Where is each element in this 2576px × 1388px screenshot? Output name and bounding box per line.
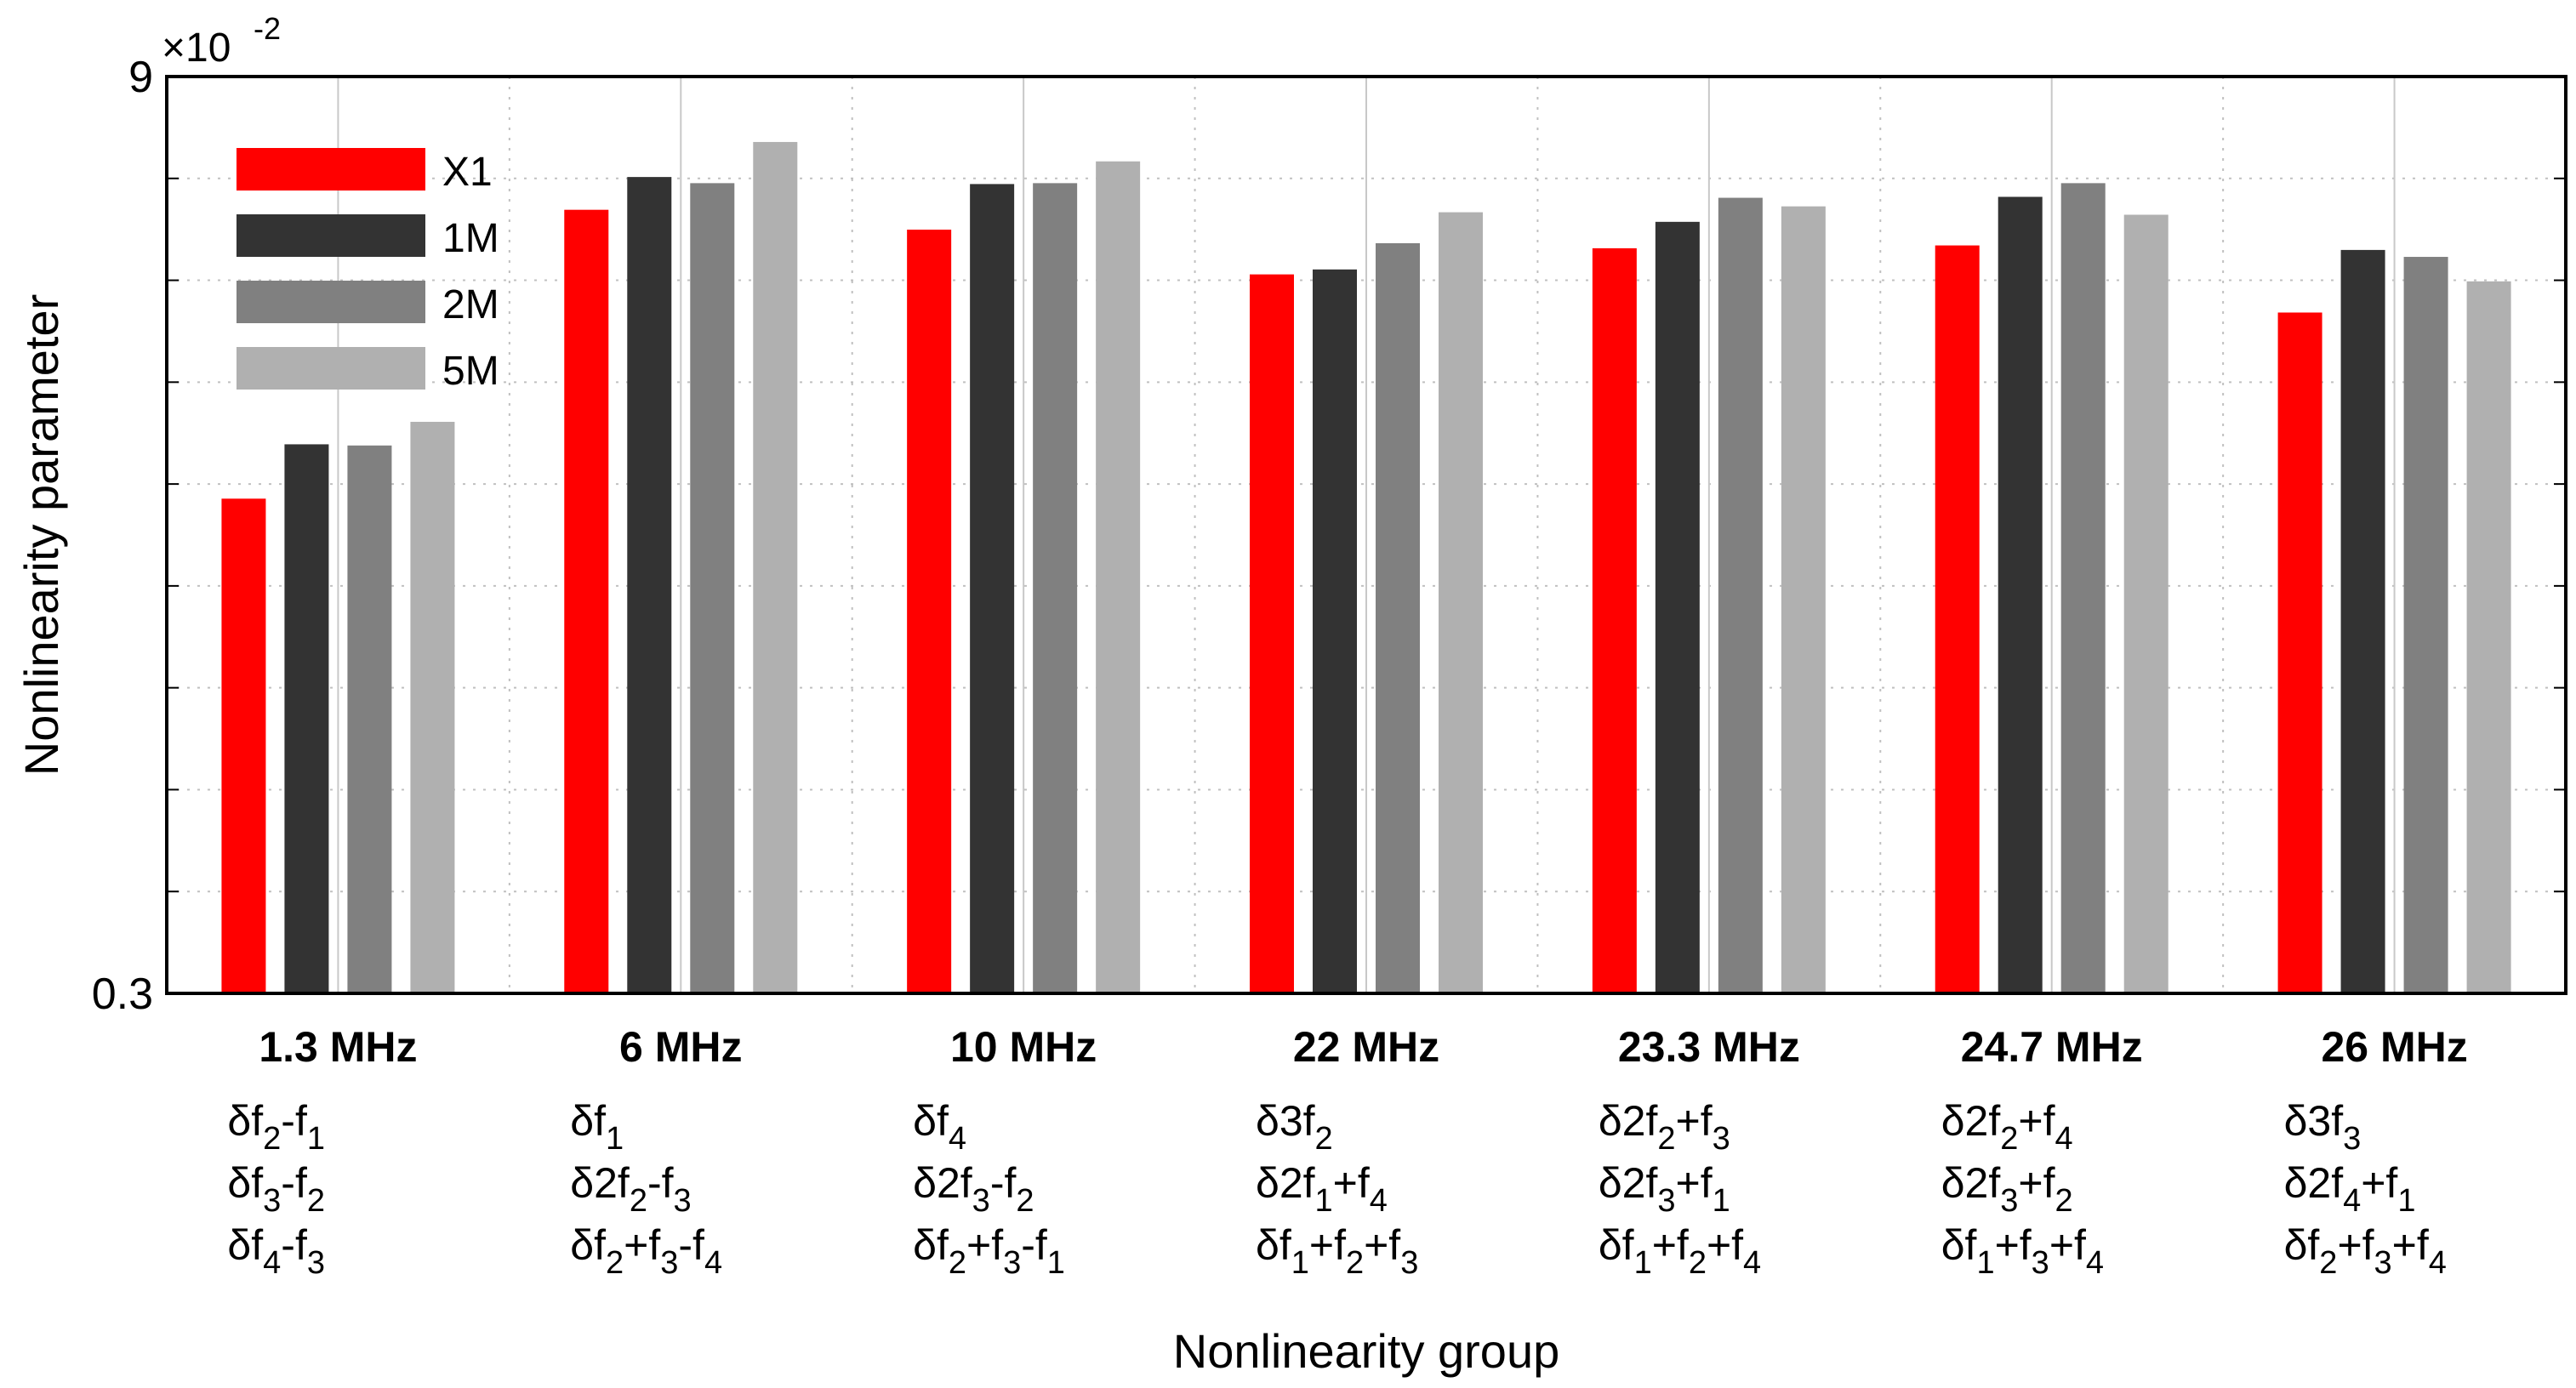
bar-1M-1 <box>627 177 672 993</box>
bar-1M-3 <box>1313 269 1357 993</box>
bar-1M-4 <box>1655 221 1700 993</box>
bar-X1-3 <box>1250 274 1294 993</box>
x-tick-label: 23.3 MHz <box>1618 1023 1800 1071</box>
legend-swatch-5M <box>237 347 425 390</box>
legend-swatch-1M <box>237 214 425 257</box>
y-exponent-base: ×10 <box>162 26 231 71</box>
x-tick-label: 26 MHz <box>2321 1023 2467 1071</box>
component-label: δf1​+f3​+f4​ <box>1941 1221 2104 1281</box>
bar-2M-1 <box>690 183 735 993</box>
y-tick-label: 0.3 <box>92 970 153 1019</box>
component-label: δ2f4​+f1​ <box>2284 1159 2416 1219</box>
legend-swatch-X1 <box>237 148 425 191</box>
bar-X1-1 <box>564 209 609 993</box>
bar-2M-2 <box>1033 183 1078 993</box>
y-ticks <box>167 177 2566 893</box>
component-label: δf1​+f2​+f3​ <box>1256 1221 1418 1281</box>
x-axis-label: Nonlinearity group <box>1173 1324 1559 1378</box>
bars <box>221 141 2511 994</box>
plot-frame <box>165 75 2567 995</box>
bar-5M-1 <box>753 141 798 993</box>
bar-1M-0 <box>284 444 329 993</box>
component-label: δf1​ <box>570 1097 624 1157</box>
component-label: δ2f2​-f3​ <box>570 1159 691 1219</box>
bar-X1-2 <box>907 230 952 993</box>
component-label: δ3f2​ <box>1256 1097 1333 1157</box>
bar-2M-4 <box>1718 197 1763 993</box>
bar-5M-4 <box>1781 206 1826 994</box>
y-tick-label: 9 <box>128 53 153 102</box>
component-label: δf4​ <box>913 1097 966 1157</box>
bar-2M-5 <box>2060 183 2106 993</box>
component-label: δ2f3​+f2​ <box>1941 1159 2073 1219</box>
y-exponent-power: -2 <box>254 11 281 46</box>
component-label: δ2f3​-f2​ <box>913 1159 1034 1219</box>
bar-5M-0 <box>410 421 455 993</box>
bar-1M-5 <box>1998 196 2043 993</box>
bar-X1-4 <box>1592 247 1637 993</box>
y-tick-labels: 0.39 <box>92 53 153 1019</box>
legend-swatch-2M <box>237 281 425 323</box>
bar-X1-6 <box>2277 312 2322 993</box>
x-tick-label: 10 MHz <box>950 1023 1097 1071</box>
legend-label: 2M <box>442 282 499 327</box>
component-label: δ2f1​+f4​ <box>1256 1159 1388 1219</box>
component-label: δf1​+f2​+f4​ <box>1599 1221 1761 1281</box>
legend-label: X1 <box>442 150 493 195</box>
bar-X1-5 <box>1935 245 1980 993</box>
component-label: δ2f2​+f3​ <box>1599 1097 1730 1157</box>
bar-X1-0 <box>221 498 266 993</box>
bar-2M-3 <box>1376 242 1420 993</box>
component-label: δf4​-f3​ <box>227 1221 325 1281</box>
component-label: δf2​+f3​-f4​ <box>570 1221 722 1281</box>
x-category-labels: 1.3 MHz δf2​-f1​δf3​-f2​δf4​-f3​ 6 MHz δf1​… <box>227 1023 2467 1281</box>
x-tick-label: 24.7 MHz <box>1961 1023 2143 1071</box>
component-label: δf2​+f3​-f1​ <box>913 1221 1065 1281</box>
component-label: δf2​+f3​+f4​ <box>2284 1221 2447 1281</box>
bar-5M-2 <box>1096 161 1141 993</box>
bar-1M-6 <box>2340 249 2385 993</box>
bar-5M-3 <box>1439 212 1483 993</box>
bar-5M-5 <box>2123 214 2169 993</box>
component-label: δf2​-f1​ <box>227 1097 325 1157</box>
bar-2M-0 <box>347 445 392 993</box>
bar-2M-6 <box>2403 257 2448 994</box>
component-label: δ2f3​+f1​ <box>1599 1159 1730 1219</box>
x-tick-label: 1.3 MHz <box>259 1023 417 1071</box>
grid-lines <box>167 77 2566 993</box>
y-exponent-label: ×10 -2 <box>162 11 281 71</box>
legend: X1 1M 2M 5M <box>237 148 499 394</box>
bar-1M-2 <box>970 184 1015 994</box>
component-label: δ2f2​+f4​ <box>1941 1097 2073 1157</box>
component-label: δf3​-f2​ <box>227 1159 325 1219</box>
legend-label: 1M <box>442 216 499 261</box>
component-label: δ3f3​ <box>2284 1097 2362 1157</box>
x-tick-label: 22 MHz <box>1293 1023 1439 1071</box>
y-axis-label: Nonlinearity parameter <box>14 294 68 776</box>
x-tick-label: 6 MHz <box>619 1023 742 1071</box>
bar-5M-6 <box>2466 281 2511 993</box>
legend-label: 5M <box>442 349 499 394</box>
